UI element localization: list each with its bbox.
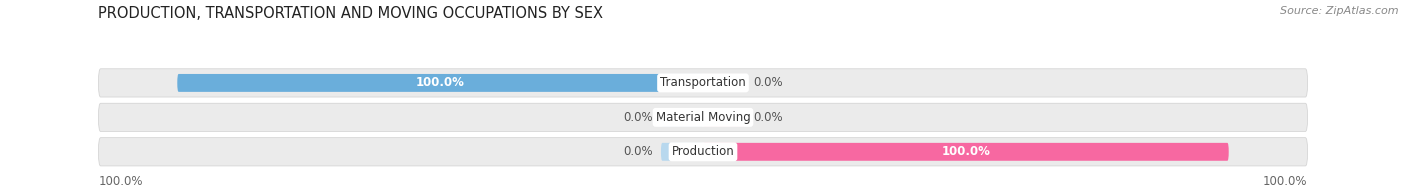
Text: 0.0%: 0.0% — [754, 76, 783, 89]
FancyBboxPatch shape — [661, 143, 703, 161]
FancyBboxPatch shape — [703, 74, 745, 92]
FancyBboxPatch shape — [177, 74, 703, 92]
Text: Transportation: Transportation — [661, 76, 745, 89]
FancyBboxPatch shape — [98, 103, 1308, 132]
Text: 100.0%: 100.0% — [416, 76, 464, 89]
Text: 0.0%: 0.0% — [623, 111, 652, 124]
Text: Material Moving: Material Moving — [655, 111, 751, 124]
Text: Production: Production — [672, 145, 734, 158]
FancyBboxPatch shape — [98, 69, 1308, 97]
FancyBboxPatch shape — [98, 138, 1308, 166]
Text: 100.0%: 100.0% — [1263, 175, 1308, 188]
Text: 100.0%: 100.0% — [942, 145, 990, 158]
Text: 100.0%: 100.0% — [98, 175, 143, 188]
Text: 0.0%: 0.0% — [754, 111, 783, 124]
Text: Source: ZipAtlas.com: Source: ZipAtlas.com — [1281, 6, 1399, 16]
FancyBboxPatch shape — [703, 108, 745, 126]
Text: PRODUCTION, TRANSPORTATION AND MOVING OCCUPATIONS BY SEX: PRODUCTION, TRANSPORTATION AND MOVING OC… — [98, 6, 603, 21]
FancyBboxPatch shape — [703, 143, 1229, 161]
FancyBboxPatch shape — [661, 108, 703, 126]
Text: 0.0%: 0.0% — [623, 145, 652, 158]
